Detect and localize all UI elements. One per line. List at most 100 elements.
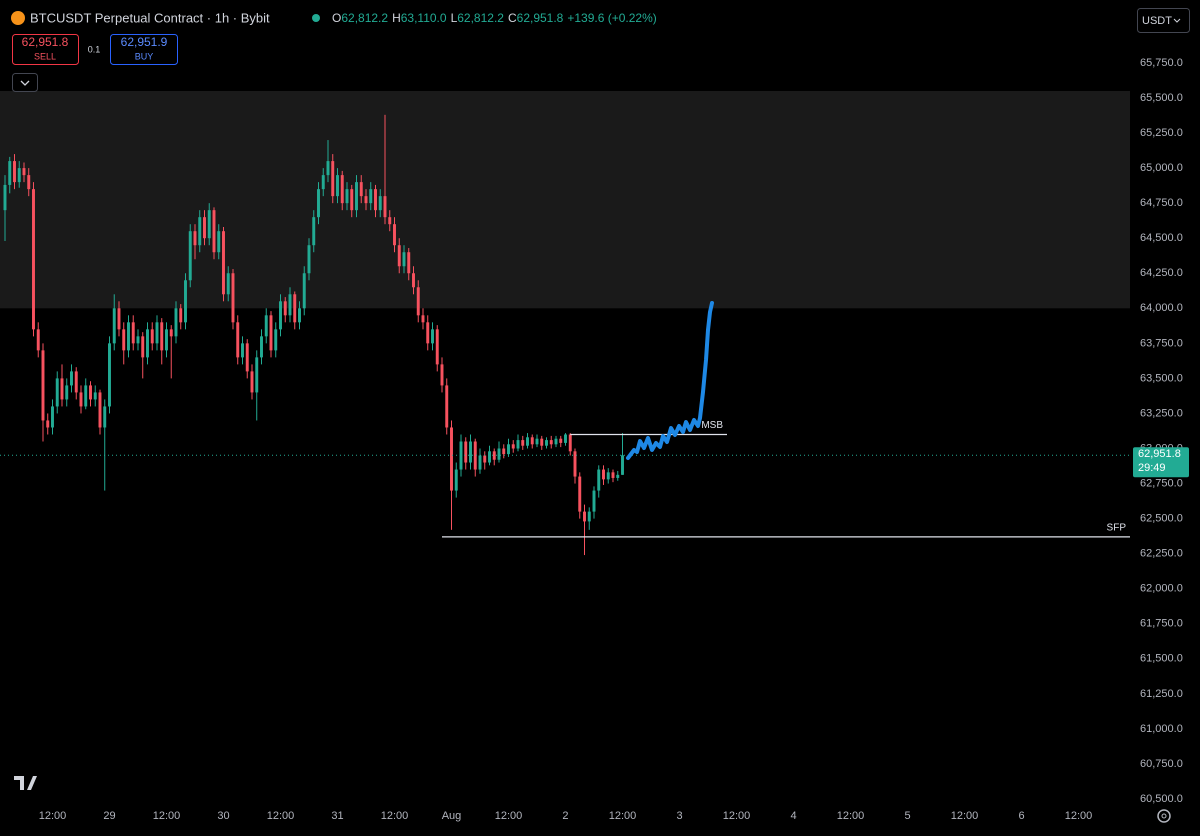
candle-body <box>345 189 349 204</box>
candle-body <box>283 301 287 316</box>
y-tick-label: 63,750.0 <box>1140 337 1183 349</box>
candle-body <box>22 168 26 176</box>
candle-body <box>464 441 468 463</box>
c-value: 62,951.8 <box>517 11 564 25</box>
candle-body <box>364 196 368 204</box>
y-tick-label: 61,250.0 <box>1140 688 1183 700</box>
status-dot <box>312 14 320 22</box>
candle-body <box>369 189 373 204</box>
candle-body <box>407 252 411 274</box>
candle-body <box>188 231 192 281</box>
y-tick-label: 64,500.0 <box>1140 232 1183 244</box>
candle-body <box>317 189 320 218</box>
candle-body <box>65 385 69 400</box>
y-tick-label: 63,500.0 <box>1140 372 1183 384</box>
settings-icon[interactable] <box>1157 809 1171 823</box>
x-tick-label: 12:00 <box>723 810 751 822</box>
candle-body <box>521 440 525 446</box>
h-label: H <box>392 11 401 25</box>
drawing-line <box>626 301 714 460</box>
x-tick-label: 12:00 <box>837 810 865 822</box>
candle-body <box>131 322 135 344</box>
candle-body <box>36 329 40 351</box>
x-tick-label: 12:00 <box>951 810 979 822</box>
candle-body <box>511 444 515 449</box>
x-tick-label: 5 <box>904 810 910 822</box>
candle-body <box>535 438 539 445</box>
candle-body <box>193 231 197 246</box>
sell-button[interactable] <box>12 34 79 65</box>
candle-body <box>431 329 434 344</box>
y-tick-label: 61,500.0 <box>1140 653 1183 665</box>
candle-body <box>402 252 406 267</box>
candle-body <box>127 322 130 351</box>
candle-body <box>141 336 145 358</box>
candle-body <box>450 427 453 491</box>
y-tick-label: 64,250.0 <box>1140 267 1183 279</box>
x-tick-label: 4 <box>790 810 796 822</box>
candle-body <box>222 231 225 295</box>
candle-body <box>108 343 111 407</box>
zone <box>0 90 1130 309</box>
currency-select[interactable] <box>1137 8 1190 33</box>
candle-body <box>231 273 235 323</box>
candle-body <box>13 161 16 183</box>
candle-body <box>416 287 420 316</box>
candle-body <box>331 161 335 197</box>
candle-body <box>41 350 45 421</box>
candle-body <box>146 329 149 358</box>
candle-body <box>445 385 449 428</box>
ohlc-legend: O62,812.2 H63,110.0 L62,812.2 C62,951.8 +139… <box>332 11 657 25</box>
candle-body <box>412 273 415 288</box>
candle-body <box>426 322 430 344</box>
candle-body <box>359 182 363 197</box>
buy-price[interactable]: 62,951.9 <box>121 35 168 49</box>
logo[interactable] <box>14 776 37 790</box>
x-tick-label: 12:00 <box>1065 810 1093 822</box>
candle-body <box>587 511 591 522</box>
candle-body <box>89 385 92 400</box>
candle-body <box>388 217 392 225</box>
candle-body <box>435 329 439 365</box>
candle-body <box>27 175 31 190</box>
l-value: 62,812.2 <box>457 11 504 25</box>
currency-label[interactable]: USDT <box>1142 15 1172 27</box>
settings-icon-core <box>1161 813 1167 819</box>
x-tick-label: 29 <box>103 810 115 822</box>
y-tick-label: 65,250.0 <box>1140 127 1183 139</box>
candle-body <box>122 329 126 351</box>
candle-body <box>616 474 620 478</box>
candle-body <box>264 315 268 337</box>
candle-body <box>60 378 64 400</box>
candle-body <box>32 189 35 330</box>
candle-body <box>383 196 387 218</box>
candle-body <box>255 357 259 393</box>
candle-body <box>559 438 563 443</box>
candle-body <box>3 184 7 211</box>
annotation-label: MSB <box>701 420 723 431</box>
candle-body <box>198 217 202 246</box>
plot-area: MSB SFP <box>0 90 1130 556</box>
candle-body <box>226 273 230 295</box>
candle-body <box>236 322 240 358</box>
candle-body <box>70 371 73 386</box>
h-value: 63,110.0 <box>401 11 447 25</box>
candle-body <box>554 438 558 445</box>
candle-body <box>312 217 316 246</box>
y-tick-label: 60,750.0 <box>1140 758 1183 770</box>
candle-body <box>55 378 59 407</box>
sell-price[interactable]: 62,951.8 <box>22 35 69 49</box>
candle-body <box>573 451 577 477</box>
buy-label[interactable]: BUY <box>135 51 154 61</box>
candle-body <box>483 455 487 463</box>
x-tick-label: 6 <box>1018 810 1024 822</box>
x-tick-label: 12:00 <box>39 810 67 822</box>
buy-button[interactable] <box>110 34 178 65</box>
sell-label[interactable]: SELL <box>34 51 56 61</box>
x-tick-label: Aug <box>442 810 462 822</box>
candle-body <box>583 511 586 522</box>
candle-body <box>217 231 221 253</box>
collapse-button[interactable] <box>12 73 38 92</box>
